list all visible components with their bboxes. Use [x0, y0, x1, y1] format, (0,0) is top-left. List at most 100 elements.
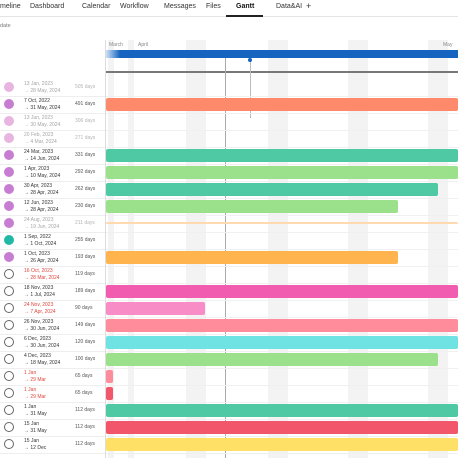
end-date: → 1 Oct, 2024 [24, 240, 57, 247]
task-row[interactable]: 26 Nov, 2023 → 30 Jun, 2024 149 days [0, 317, 105, 335]
end-date: → 28 May, 2024 [24, 87, 61, 94]
task-row[interactable]: 6 Dec, 2023 → 30 Jun, 2024 120 days [0, 334, 105, 352]
date-range: 1 Jan → 31 May [24, 404, 47, 417]
month-label: May [443, 42, 453, 48]
assignee-avatar [4, 167, 14, 177]
task-bar[interactable] [106, 285, 458, 298]
task-row[interactable]: 1 Oct, 2023 → 26 Apr, 2024 193 days [0, 249, 105, 267]
task-bar[interactable] [106, 166, 458, 179]
end-date: → 31 May [24, 410, 47, 417]
end-date: → 30 Jun, 2024 [24, 325, 60, 332]
sub-note: date [0, 23, 11, 29]
task-bar[interactable] [106, 387, 113, 400]
date-range: 1 Jan → 29 Mar [24, 370, 46, 383]
row-divider [106, 266, 458, 267]
tab[interactable]: Workflow [120, 3, 149, 10]
task-row[interactable]: 1 Jan → 31 May 112 days [0, 402, 105, 420]
task-row[interactable]: 13 Jan, 2023 → 28 May, 2024 505 days [0, 79, 105, 97]
start-date: 24 Mar, 2023 [24, 149, 54, 155]
tab[interactable]: Messages [164, 3, 196, 10]
date-range: 7 Oct, 2022 → 31 May, 2024 [24, 98, 60, 111]
task-row[interactable]: 16 Oct, 2023 → 28 Mar, 2024 119 days [0, 266, 105, 284]
assignee-avatar [4, 184, 14, 194]
tab[interactable]: Dashboard [30, 3, 65, 10]
task-bar[interactable] [106, 222, 458, 224]
assignee-avatar [4, 320, 14, 330]
end-date: → 28 Mar, 2024 [24, 274, 60, 281]
end-date: → 30 Jun, 2024 [24, 342, 60, 349]
duration: 119 days [75, 271, 95, 277]
assignee-avatar [4, 303, 14, 313]
marker-line [250, 58, 251, 118]
start-date: 20 Feb, 2023 [24, 132, 54, 138]
task-row[interactable]: 24 Nov, 2023 → 7 Apr, 2024 90 days [0, 300, 105, 318]
task-bar[interactable] [106, 200, 398, 213]
duration: 262 days [75, 186, 96, 192]
tab-bar: meline Dashboard Calendar Workflow Messages F… [0, 0, 458, 17]
tab[interactable]: meline [0, 3, 21, 10]
task-row[interactable]: 20 Feb, 2023 → 4 Mar, 2024 271 days [0, 130, 105, 148]
task-row[interactable]: 15 Jan → 31 May 112 days [0, 419, 105, 437]
row-divider [106, 368, 458, 369]
start-date: 7 Oct, 2022 [24, 98, 50, 104]
task-row[interactable]: 24 Mar, 2023 → 14 Jun, 2024 331 days [0, 147, 105, 165]
task-row[interactable]: 15 Jan → 12 Dec 112 days [0, 436, 105, 454]
start-date: 16 Oct, 2023 [24, 268, 53, 274]
end-date: → 28 Apr, 2024 [24, 189, 59, 196]
start-date: 12 Jun, 2023 [24, 200, 53, 206]
add-tab-button[interactable]: + [306, 1, 312, 11]
assignee-avatar [4, 337, 14, 347]
task-row[interactable]: 7 Oct, 2022 → 31 May, 2024 491 days [0, 96, 105, 114]
end-date: → 10 May, 2024 [24, 172, 61, 179]
task-row[interactable]: 4 Dec, 2023 → 18 May, 2024 100 days [0, 351, 105, 369]
task-bar[interactable] [106, 98, 458, 111]
task-bar[interactable] [106, 421, 458, 434]
row-divider [106, 96, 458, 97]
task-bar[interactable] [106, 302, 205, 315]
tab[interactable]: Gantt [236, 3, 255, 10]
task-bar[interactable] [106, 438, 458, 451]
task-row[interactable]: 30 Apr, 2023 → 28 Apr, 2024 262 days [0, 181, 105, 199]
duration: 491 days [75, 101, 96, 107]
date-range: 13 Jan, 2023 → 28 May, 2024 [24, 81, 60, 94]
row-divider [106, 113, 458, 114]
date-range: 15 Jan → 12 Dec [24, 438, 46, 451]
task-row[interactable]: 12 Jun, 2023 → 28 Apr, 2024 230 days [0, 198, 105, 216]
end-date: → 7 Apr, 2024 [24, 308, 56, 315]
task-row[interactable]: 24 Aug, 2023 → 19 Jun, 2024 211 days [0, 215, 105, 233]
date-range: 13 Jun, 2023 → 30 May, 2024 [24, 115, 60, 128]
row-divider [106, 164, 458, 165]
assignee-avatar [4, 439, 14, 449]
task-bar[interactable] [106, 251, 398, 264]
task-row[interactable]: 18 Nov, 2023 → 1 Jul, 2024 189 days [0, 283, 105, 301]
task-bar[interactable] [106, 370, 113, 383]
task-bar[interactable] [106, 353, 438, 366]
date-range: 15 Jan → 31 May [24, 421, 47, 434]
duration: 65 days [75, 390, 93, 396]
task-row[interactable]: 1 Jan → 29 Mar 65 days [0, 385, 105, 403]
task-bar[interactable] [106, 149, 458, 162]
end-date: → 19 Jun, 2024 [24, 223, 60, 230]
date-range: 6 Dec, 2023 → 30 Jun, 2024 [24, 336, 59, 349]
assignee-avatar [4, 150, 14, 160]
task-bar[interactable] [106, 183, 438, 196]
duration: 112 days [75, 407, 95, 413]
tab[interactable]: Data&AI [276, 3, 303, 10]
assignee-avatar [4, 116, 14, 126]
task-row[interactable]: 1 Sep, 2022 → 1 Oct, 2024 255 days [0, 232, 105, 250]
task-bar[interactable] [106, 319, 458, 332]
task-bar[interactable] [106, 404, 458, 417]
row-divider [106, 147, 458, 148]
task-row[interactable]: 13 Jun, 2023 → 30 May, 2024 306 days [0, 113, 105, 131]
date-range: 4 Dec, 2023 → 18 May, 2024 [24, 353, 60, 366]
task-bar[interactable] [106, 336, 458, 349]
row-divider [106, 249, 458, 250]
assignee-avatar [4, 422, 14, 432]
end-date: → 31 May [24, 427, 47, 434]
task-row[interactable]: 1 Jan → 29 Mar 65 days [0, 368, 105, 386]
duration: 211 days [75, 220, 95, 226]
task-row[interactable]: 1 Apr, 2023 → 10 May, 2024 292 days [0, 164, 105, 182]
tab[interactable]: Files [206, 3, 221, 10]
date-range: 18 Nov, 2023 → 1 Jul, 2024 [24, 285, 55, 298]
tab[interactable]: Calendar [82, 3, 111, 10]
